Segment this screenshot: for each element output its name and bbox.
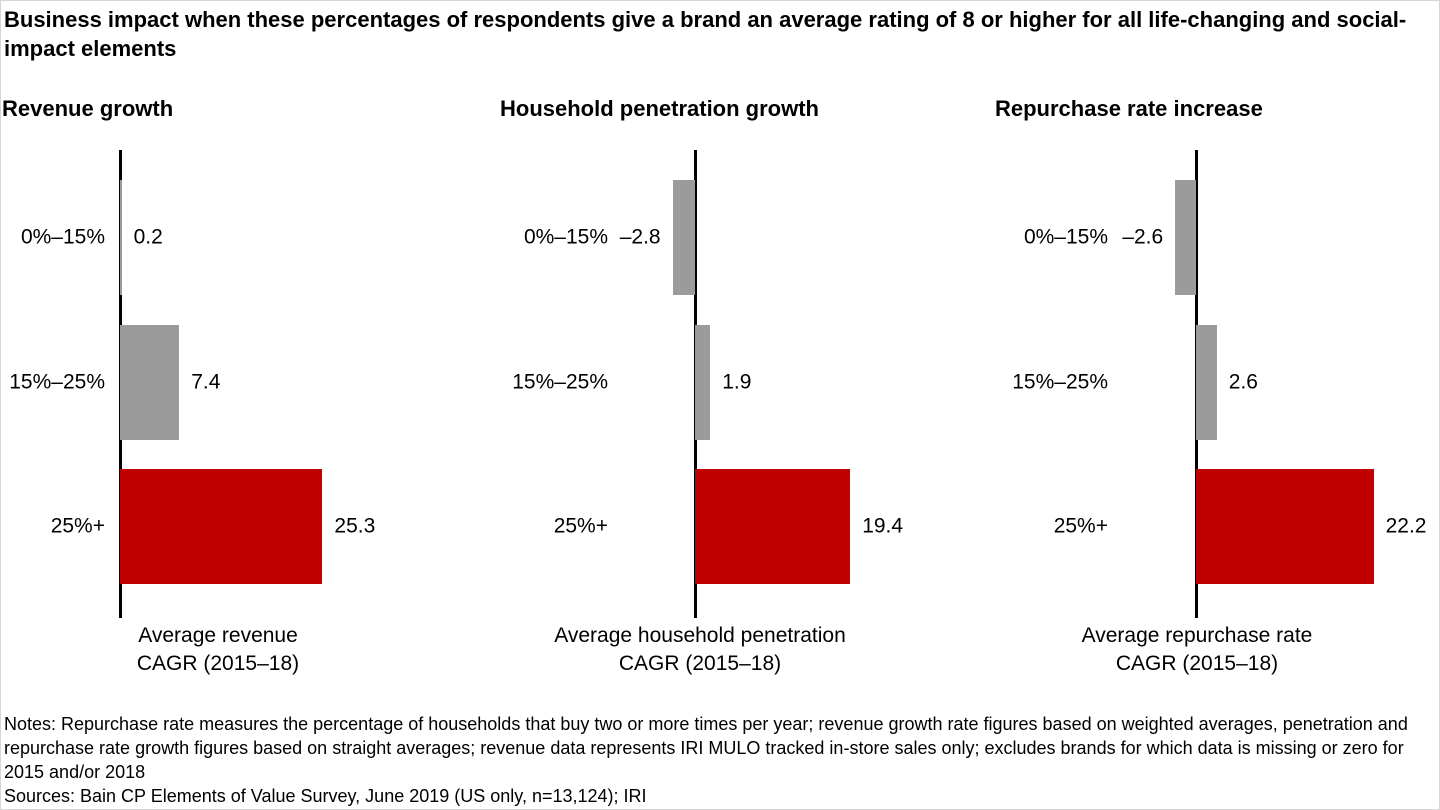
- panel-revenue-growth: Revenue growth 0%–15% 0.2 15%–25% 7.4 25%+ 25.…: [0, 0, 480, 705]
- category-label: 15%–25%: [9, 370, 105, 394]
- bar-15-25: [695, 324, 711, 440]
- value-label: 0.2: [133, 225, 163, 249]
- sources-text: Sources: Bain CP Elements of Value Surve…: [4, 786, 647, 806]
- value-label: 25.3: [334, 514, 376, 538]
- value-label: 22.2: [1385, 514, 1427, 538]
- x-axis-caption-line: Average revenue: [138, 624, 298, 647]
- category-label: 0%–15%: [20, 225, 105, 249]
- category-label: 0%–15%: [1023, 225, 1108, 249]
- x-axis-caption-line: Average household penetration: [554, 624, 846, 647]
- value-label: –2.6: [1122, 225, 1164, 249]
- bar-25: [1196, 468, 1374, 584]
- bar-25: [695, 468, 851, 584]
- category-label: 25%+: [50, 514, 105, 538]
- x-axis-caption: Average revenue CAGR (2015–18): [0, 622, 458, 678]
- bar-0-15: [120, 179, 122, 295]
- x-axis-caption-line: CAGR (2015–18): [136, 652, 300, 675]
- notes-text: Notes: Repurchase rate measures the perc…: [4, 714, 1408, 782]
- footnotes: Notes: Repurchase rate measures the perc…: [4, 712, 1438, 808]
- value-label: 2.6: [1228, 370, 1258, 394]
- bar-0-15: [1175, 179, 1196, 295]
- x-axis-caption-line: CAGR (2015–18): [618, 652, 782, 675]
- category-label: 15%–25%: [512, 370, 608, 394]
- category-label: 25%+: [1053, 514, 1108, 538]
- bar-15-25: [120, 324, 180, 440]
- chart-title: Business impact when these percentages o…: [4, 7, 1407, 61]
- value-label: 19.4: [862, 514, 904, 538]
- category-label: 25%+: [553, 514, 608, 538]
- panel-title: Repurchase rate increase: [995, 96, 1263, 121]
- panel-repurchase-rate-increase: Repurchase rate increase 0%–15% –2.6 15%–25…: [960, 0, 1440, 705]
- category-label: 15%–25%: [1012, 370, 1108, 394]
- x-axis-caption: Average repurchase rate CAGR (2015–18): [957, 622, 1437, 678]
- value-label: 1.9: [722, 370, 752, 394]
- x-axis-caption-line: Average repurchase rate: [1081, 624, 1313, 647]
- value-label: –2.8: [619, 225, 661, 249]
- bar-25: [120, 468, 323, 584]
- panel-household-penetration-growth: Household penetration growth 0%–15% –2.8 15…: [480, 0, 960, 705]
- x-axis-caption: Average household penetration CAGR (2015–…: [460, 622, 940, 678]
- bar-0-15: [672, 179, 695, 295]
- value-label: 7.4: [191, 370, 221, 394]
- category-label: 0%–15%: [523, 225, 608, 249]
- bar-15-25: [1196, 324, 1217, 440]
- panel-title: Revenue growth: [2, 96, 174, 121]
- panel-title: Household penetration growth: [500, 96, 819, 121]
- x-axis-caption-line: CAGR (2015–18): [1115, 652, 1279, 675]
